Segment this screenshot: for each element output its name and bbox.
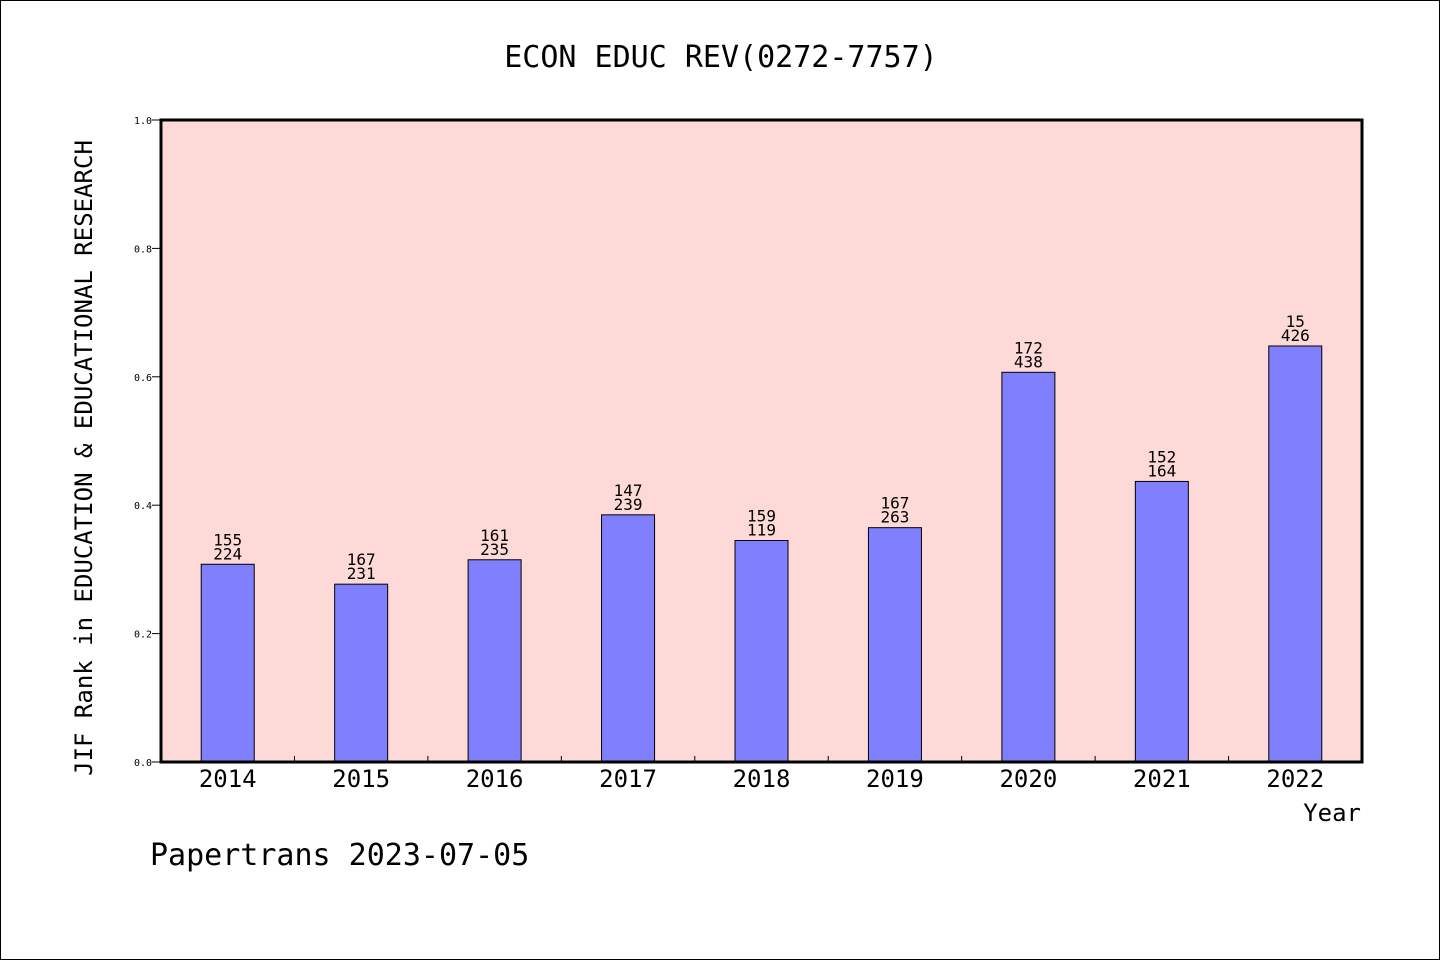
- bar-label-bottom: 239: [614, 495, 643, 514]
- y-tick-label: 0.8: [134, 244, 152, 255]
- bar-label-top: 147: [614, 481, 643, 500]
- bar: [334, 583, 389, 763]
- bar-label-bottom: 426: [1281, 326, 1310, 345]
- bar-label-bottom: 231: [347, 564, 376, 583]
- y-axis-label: JIF Rank in EDUCATION & EDUCATIONAL RESE…: [70, 140, 98, 776]
- bar: [734, 540, 789, 763]
- bar: [200, 563, 255, 763]
- bar-label-bottom: 224: [213, 544, 242, 563]
- bar-label-top: 167: [880, 494, 909, 513]
- x-tick-label: 2016: [466, 765, 524, 793]
- footer-watermark: Papertrans 2023-07-05: [150, 838, 529, 873]
- bar-label-top: 161: [480, 526, 509, 545]
- bar: [467, 559, 522, 763]
- bar: [1001, 371, 1056, 763]
- bar-label-bottom: 438: [1014, 352, 1043, 371]
- bar-label-top: 159: [747, 507, 776, 526]
- x-tick-label: 2019: [866, 765, 924, 793]
- y-tick-label: 0.0: [134, 758, 152, 769]
- x-tick-label: 2015: [332, 765, 390, 793]
- bar-label-bottom: 119: [747, 521, 776, 540]
- bar: [1268, 345, 1323, 763]
- plot-area: 0.00.20.40.60.81.01552242014167231201516…: [134, 116, 1364, 793]
- bar-label-bottom: 263: [880, 508, 909, 527]
- chart-title: ECON EDUC REV(0272-7757): [504, 40, 937, 75]
- bar-label-bottom: 235: [480, 540, 509, 559]
- x-tick-label: 2020: [999, 765, 1057, 793]
- bar-label-top: 155: [213, 530, 242, 549]
- x-tick-label: 2017: [599, 765, 657, 793]
- y-tick-label: 1.0: [134, 116, 152, 127]
- x-axis-label: Year: [1303, 799, 1361, 827]
- bar: [867, 527, 922, 763]
- y-tick-label: 0.2: [134, 630, 152, 641]
- bar-label-top: 167: [347, 550, 376, 569]
- x-tick-label: 2022: [1266, 765, 1324, 793]
- x-tick-label: 2021: [1133, 765, 1191, 793]
- y-tick-label: 0.6: [134, 373, 152, 384]
- x-tick-label: 2014: [199, 765, 257, 793]
- x-tick-label: 2018: [733, 765, 791, 793]
- bar-label-bottom: 164: [1147, 461, 1176, 480]
- bar: [601, 514, 656, 763]
- bar: [1134, 480, 1189, 763]
- bar-label-top: 15: [1286, 312, 1305, 331]
- y-tick-label: 0.4: [134, 501, 152, 512]
- plot-frame: [159, 118, 1364, 764]
- bar-label-top: 152: [1147, 447, 1176, 466]
- bar-label-top: 172: [1014, 338, 1043, 357]
